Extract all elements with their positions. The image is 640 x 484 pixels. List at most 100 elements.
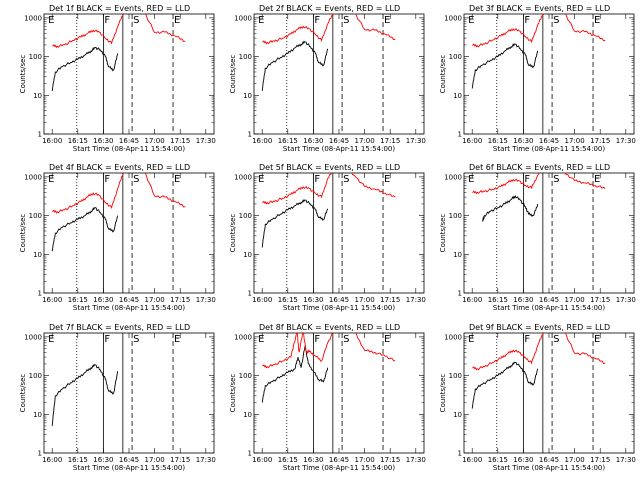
chart-panel-8: Det 8f BLACK = Events, RED = LLD 1 10 100 10… bbox=[229, 323, 426, 472]
y-axis-label: Counts/sec bbox=[19, 55, 27, 94]
x-tick-label: 16:45 bbox=[329, 296, 349, 304]
y-tick-label: 10 bbox=[33, 92, 42, 100]
x-tick-label: 16:45 bbox=[119, 456, 139, 464]
event-marker-label: F bbox=[524, 334, 530, 345]
chart-title: Det 3f BLACK = Events, RED = LLD bbox=[469, 4, 610, 13]
x-tick-label: 17:00 bbox=[565, 137, 585, 145]
series-group bbox=[51, 173, 186, 252]
x-tick-label: 17:00 bbox=[355, 296, 375, 304]
event-marker-label: F bbox=[314, 15, 320, 26]
series-line bbox=[51, 46, 119, 91]
y-tick-label: 1000 bbox=[234, 173, 252, 181]
x-tick-label: 16:00 bbox=[252, 137, 272, 145]
x-tick-label: 16:45 bbox=[539, 137, 559, 145]
event-marker-label: F bbox=[104, 15, 110, 26]
x-tick-label: 17:15 bbox=[170, 296, 190, 304]
x-tick-label: 16:15 bbox=[68, 456, 88, 464]
x-tick-label: 17:30 bbox=[196, 137, 216, 145]
series-line bbox=[261, 198, 329, 248]
x-axis-label: Start Time (08-Apr-11 15:54:00) bbox=[73, 464, 185, 472]
x-tick-label: 17:15 bbox=[590, 296, 610, 304]
event-marker-label: S bbox=[553, 334, 559, 345]
y-tick-label: 1 bbox=[248, 290, 252, 298]
x-tick-label: 16:45 bbox=[329, 137, 349, 145]
x-tick-label: 17:30 bbox=[196, 456, 216, 464]
x-tick-label: 17:15 bbox=[380, 456, 400, 464]
event-marker-label: E bbox=[174, 15, 180, 26]
x-axis-label: Start Time (08-Apr-11 15:54:00) bbox=[493, 464, 605, 472]
series-line bbox=[481, 194, 539, 222]
x-tick-label: 17:15 bbox=[590, 456, 610, 464]
plot-frame bbox=[43, 332, 215, 454]
y-axis-label: Counts/sec bbox=[439, 214, 447, 253]
x-tick-label: 17:30 bbox=[196, 296, 216, 304]
chart-title: Det 7f BLACK = Events, RED = LLD bbox=[49, 323, 190, 332]
y-tick-label: 100 bbox=[239, 53, 252, 61]
series-group bbox=[51, 364, 119, 426]
x-tick-label: 16:45 bbox=[119, 296, 139, 304]
x-tick-label: 17:30 bbox=[616, 296, 636, 304]
y-tick-label: 1000 bbox=[24, 14, 42, 22]
x-tick-label: 16:15 bbox=[68, 296, 88, 304]
x-tick-label: 16:00 bbox=[462, 296, 482, 304]
y-tick-label: 10 bbox=[243, 92, 252, 100]
event-marker-label: S bbox=[133, 174, 139, 185]
series-line bbox=[52, 173, 186, 214]
x-tick-label: 17:30 bbox=[616, 137, 636, 145]
chart-panel-7: Det 7f BLACK = Events, RED = LLD 1 10 100 10… bbox=[19, 323, 216, 472]
x-tick-label: 17:00 bbox=[355, 456, 375, 464]
y-tick-label: 1000 bbox=[234, 14, 252, 22]
event-marker-label: F bbox=[104, 174, 110, 185]
y-tick-label: 1000 bbox=[444, 173, 462, 181]
chart-title: Det 4f BLACK = Events, RED = LLD bbox=[49, 163, 190, 172]
event-marker-label: E bbox=[384, 15, 390, 26]
y-axis-label: Counts/sec bbox=[229, 55, 237, 94]
event-marker-label: S bbox=[343, 15, 349, 26]
x-tick-label: 17:30 bbox=[406, 296, 426, 304]
series-line bbox=[472, 333, 606, 371]
series-group bbox=[472, 173, 606, 222]
x-tick-label: 17:15 bbox=[590, 137, 610, 145]
event-marker-label: S bbox=[343, 174, 349, 185]
series-line bbox=[52, 14, 186, 49]
y-tick-label: 1000 bbox=[24, 173, 42, 181]
event-marker-label: F bbox=[314, 174, 320, 185]
series-group bbox=[51, 14, 186, 91]
x-tick-label: 17:30 bbox=[406, 456, 426, 464]
x-axis-label: Start Time (08-Apr-11 15:54:00) bbox=[73, 304, 185, 312]
y-tick-label: 10 bbox=[453, 251, 462, 259]
y-tick-label: 100 bbox=[29, 372, 42, 380]
plot-frame bbox=[43, 13, 215, 135]
y-tick-label: 1000 bbox=[444, 14, 462, 22]
y-tick-label: 100 bbox=[239, 372, 252, 380]
x-tick-label: 16:15 bbox=[278, 456, 298, 464]
y-axis-label: Counts/sec bbox=[19, 214, 27, 253]
x-tick-label: 17:15 bbox=[170, 137, 190, 145]
x-tick-label: 17:00 bbox=[145, 456, 165, 464]
y-tick-label: 10 bbox=[453, 92, 462, 100]
chart-panel-6: Det 6f BLACK = Events, RED = LLD 1 10 100 10… bbox=[439, 163, 636, 312]
chart-title: Det 1f BLACK = Events, RED = LLD bbox=[49, 4, 190, 13]
plot-frame bbox=[253, 13, 425, 135]
x-tick-label: 16:00 bbox=[42, 456, 62, 464]
series-line bbox=[472, 173, 606, 195]
series-line bbox=[261, 345, 329, 403]
x-tick-label: 16:45 bbox=[539, 296, 559, 304]
plot-frame bbox=[43, 172, 215, 294]
x-tick-label: 16:15 bbox=[488, 137, 508, 145]
x-tick-label: 17:15 bbox=[170, 456, 190, 464]
y-tick-label: 10 bbox=[33, 251, 42, 259]
y-tick-label: 1 bbox=[458, 131, 462, 139]
event-marker-label: E bbox=[594, 15, 600, 26]
chart-panel-3: Det 3f BLACK = Events, RED = LLD 1 10 100 10… bbox=[439, 4, 636, 153]
event-marker-label: S bbox=[133, 334, 139, 345]
event-marker-label: F bbox=[314, 334, 320, 345]
y-tick-label: 1 bbox=[38, 450, 42, 458]
chart-title: Det 9f BLACK = Events, RED = LLD bbox=[469, 323, 610, 332]
series-line bbox=[51, 364, 119, 426]
series-line bbox=[51, 207, 119, 252]
series-line bbox=[471, 43, 539, 89]
y-tick-label: 10 bbox=[243, 251, 252, 259]
